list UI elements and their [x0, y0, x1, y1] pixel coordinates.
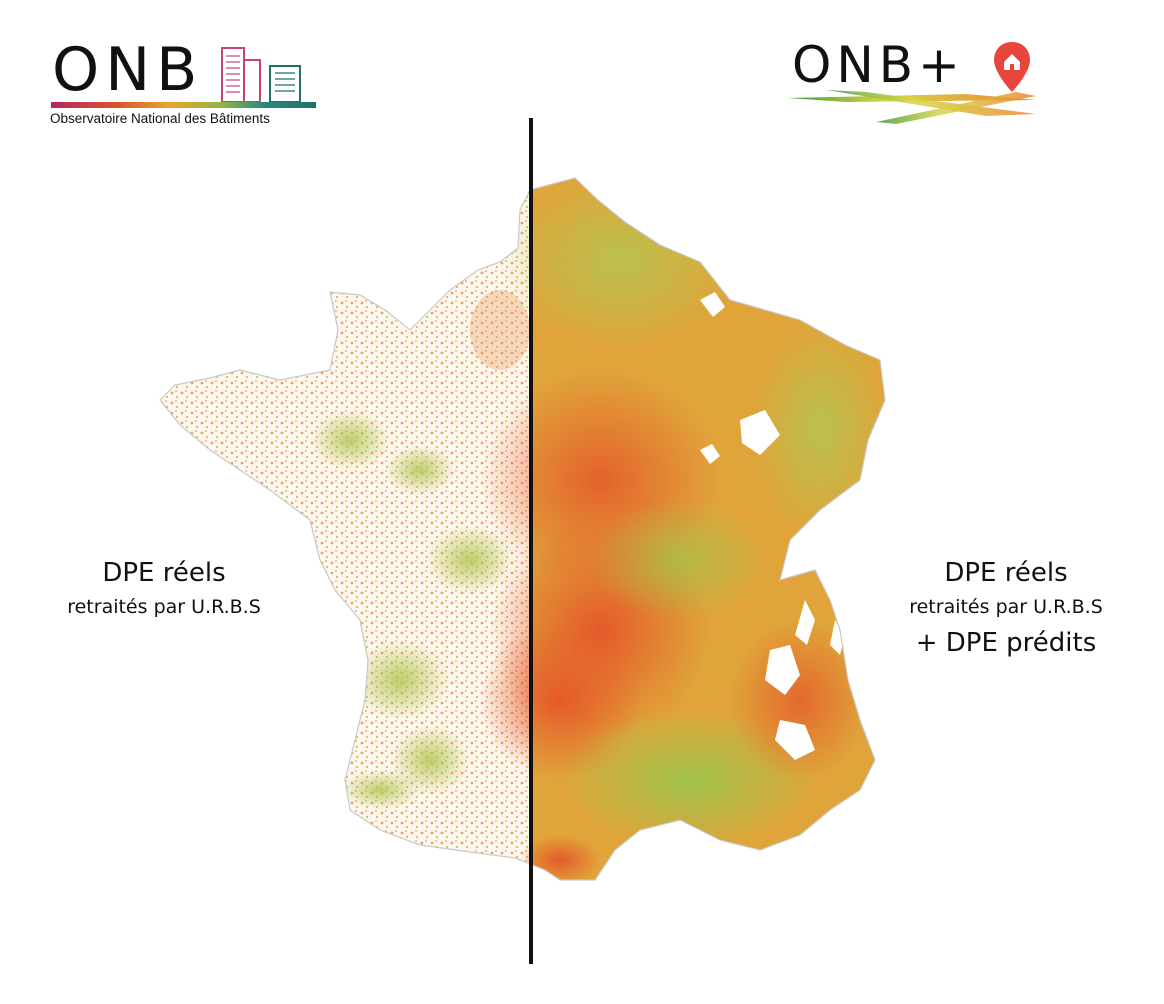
left-panel-title: DPE réels — [102, 558, 226, 588]
left-panel-label: DPE réels retraités par U.R.B.S — [24, 558, 304, 618]
location-pin-icon — [994, 42, 1030, 92]
left-half-sparse-dpe — [160, 178, 531, 880]
right-panel-subtitle: retraités par U.R.B.S — [909, 596, 1103, 618]
onb-plus-underline-lines — [788, 90, 1036, 124]
onb-plus-logo-word: ONB+ — [792, 36, 965, 94]
france-outline — [159, 177, 886, 881]
onb-plus-logo: ONB+ — [786, 36, 1046, 131]
right-panel-title: DPE réels — [944, 558, 1068, 588]
right-panel-label: DPE réels retraités par U.R.B.S + DPE pr… — [866, 558, 1146, 658]
onb-logo-subtitle: Observatoire National des Bâtiments — [50, 111, 270, 126]
onb-logo: ONB Observatoire National des Bâtiments — [48, 38, 328, 133]
comparison-divider — [529, 118, 533, 964]
right-half-dense-dpe — [480, 178, 885, 880]
left-panel-subtitle: retraités par U.R.B.S — [67, 596, 261, 618]
onb-logo-word: ONB — [52, 35, 204, 105]
right-panel-extra: + DPE prédits — [915, 628, 1097, 658]
onb-logo-gradient-bar — [51, 102, 316, 108]
